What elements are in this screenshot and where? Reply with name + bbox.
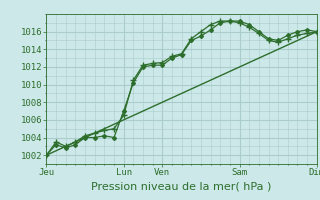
- X-axis label: Pression niveau de la mer( hPa ): Pression niveau de la mer( hPa ): [92, 181, 272, 191]
